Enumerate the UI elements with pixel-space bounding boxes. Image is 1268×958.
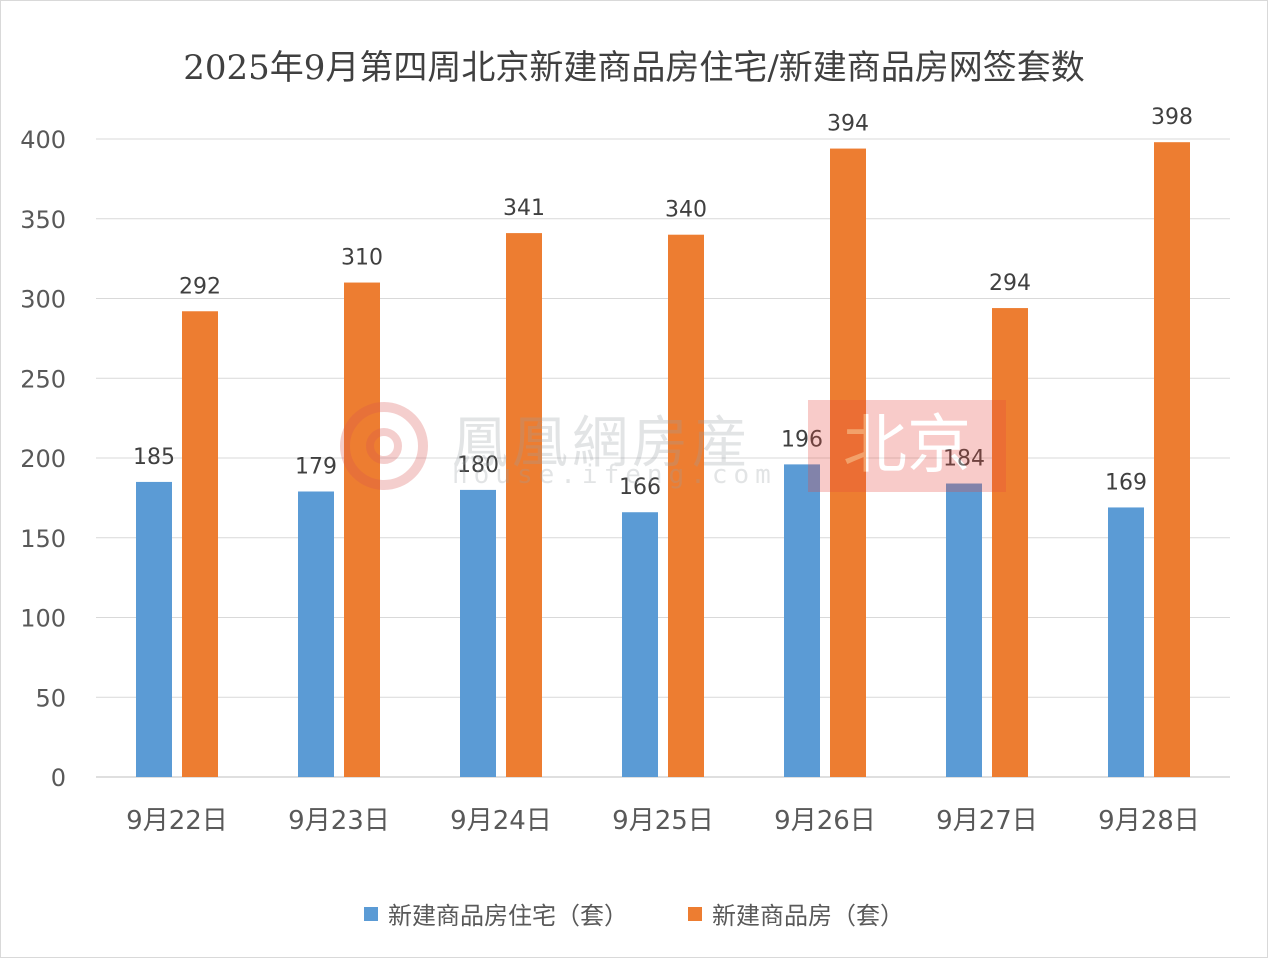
data-label: 196 [781, 427, 823, 452]
bar-residential [946, 483, 982, 777]
data-label: 166 [619, 475, 661, 500]
data-label: 398 [1151, 105, 1193, 130]
y-tick-label: 150 [20, 525, 66, 553]
data-label: 292 [179, 274, 221, 299]
bar-all [344, 282, 380, 777]
x-axis: 9月22日 9月23日 9月24日 9月25日 9月26日 9月27日 9月28日 [126, 806, 1200, 836]
bar-residential [298, 491, 334, 777]
bar-residential [784, 464, 820, 777]
data-label: 394 [827, 112, 869, 137]
legend-item-residential: 新建商品房住宅（套） [364, 896, 628, 931]
bar-all [1154, 142, 1190, 777]
y-tick-label: 100 [20, 605, 66, 633]
y-tick-label: 250 [20, 365, 66, 393]
bar-residential [136, 481, 172, 777]
data-label: 341 [503, 196, 545, 221]
bar-residential [622, 512, 658, 777]
legend: 新建商品房住宅（套） 新建商品房（套） [0, 896, 1268, 931]
bars [136, 142, 1190, 778]
y-tick-label: 0 [51, 764, 66, 792]
bar-all [992, 308, 1028, 777]
y-tick-label: 200 [20, 445, 66, 473]
bar-all [668, 234, 704, 777]
data-label: 294 [989, 271, 1031, 296]
bar-all [830, 148, 866, 777]
data-labels: 185 292 179 310 180 341 166 340 196 394 184 294 169 3… [133, 105, 1193, 500]
x-tick-label: 9月25日 [612, 806, 714, 836]
bar-all [506, 233, 542, 778]
legend-swatch-residential [364, 906, 378, 921]
legend-swatch-all [688, 906, 702, 921]
x-tick-label: 9月22日 [126, 806, 228, 836]
data-label: 310 [341, 246, 383, 271]
y-tick-label: 350 [20, 206, 66, 234]
data-label: 180 [457, 453, 499, 478]
bar-residential [1108, 507, 1144, 777]
chart-title: 2025年9月第四周北京新建商品房住宅/新建商品房网签套数 [183, 48, 1085, 88]
y-tick-label: 300 [20, 286, 66, 314]
data-label: 169 [1105, 470, 1147, 495]
x-tick-label: 9月23日 [288, 806, 390, 836]
x-tick-label: 9月24日 [450, 806, 552, 836]
bar-all [182, 311, 218, 777]
data-label: 185 [133, 445, 175, 470]
y-tick-label: 50 [35, 684, 66, 712]
x-tick-label: 9月27日 [936, 806, 1038, 836]
gridlines [96, 138, 1230, 778]
y-axis: 0 50 100 150 200 250 300 350 400 [20, 126, 66, 792]
legend-item-all: 新建商品房（套） [688, 896, 904, 931]
x-tick-label: 9月26日 [774, 806, 876, 836]
data-label: 179 [295, 454, 337, 479]
legend-label-residential: 新建商品房住宅（套） [388, 902, 628, 930]
data-label: 340 [665, 198, 707, 223]
bar-residential [460, 489, 496, 777]
y-tick-label: 400 [20, 126, 66, 154]
x-tick-label: 9月28日 [1098, 806, 1200, 836]
data-label: 184 [943, 447, 985, 472]
legend-label-all: 新建商品房（套） [712, 902, 904, 930]
